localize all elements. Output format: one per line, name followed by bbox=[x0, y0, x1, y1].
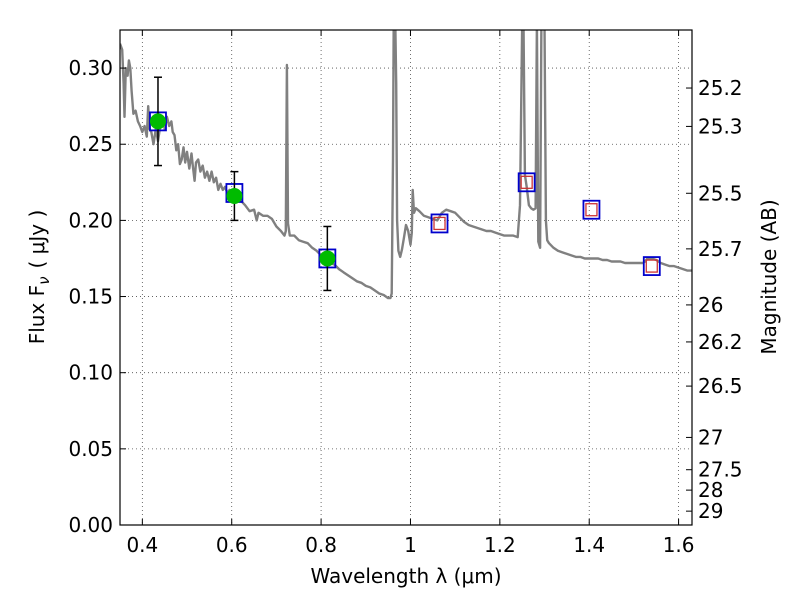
upper-limit-marker bbox=[585, 203, 598, 217]
upper-limit-marker bbox=[433, 216, 446, 231]
right-tick-label: 26.5 bbox=[698, 374, 743, 398]
right-tick-label: 28 bbox=[698, 478, 723, 502]
y-tick-label: 0.30 bbox=[68, 56, 113, 80]
upper-limit-marker bbox=[520, 175, 533, 189]
y-axis-label: Flux Fν ( μJy ) bbox=[25, 210, 53, 345]
right-tick-label: 29 bbox=[698, 499, 723, 523]
y-tick-label: 0.05 bbox=[68, 437, 113, 461]
y-tick-label: 0.25 bbox=[68, 132, 113, 156]
svg-text:Flux Fν( μJy ): Flux Fν ( μJy ) bbox=[25, 210, 53, 345]
right-tick-label: 25.2 bbox=[698, 76, 743, 100]
y-axis-label-subscript: ν bbox=[35, 276, 53, 284]
y-tick-label: 0.20 bbox=[68, 208, 113, 232]
model-flux-square bbox=[517, 172, 536, 193]
right-tick-label: 27 bbox=[698, 425, 723, 449]
model-flux-square bbox=[642, 256, 661, 276]
y-tick-label: 0.15 bbox=[68, 285, 113, 309]
upper-limit-marker bbox=[645, 259, 658, 273]
x-axis-label: Wavelength λ (μm) bbox=[310, 564, 501, 588]
x-tick-label: 0.8 bbox=[305, 533, 337, 557]
x-tick-label: 1.6 bbox=[663, 533, 695, 557]
x-tick-label: 1 bbox=[404, 533, 417, 557]
right-tick-label: 26 bbox=[698, 293, 723, 317]
axes: 0.4 0.6 0.8 1 1.2 1.4 1.6 0.00 0.05 0.10 0.15 0.20 0… bbox=[68, 30, 743, 557]
model-flux-square bbox=[430, 213, 449, 234]
plot-frame bbox=[119, 29, 693, 526]
model-spectrum-line bbox=[120, 30, 692, 300]
right-tick-label: 25.7 bbox=[698, 237, 743, 261]
x-tick-label: 1.4 bbox=[573, 533, 605, 557]
y-axis-label-unit: ( μJy ) bbox=[25, 210, 49, 269]
x-tick-label: 0.6 bbox=[216, 533, 248, 557]
plot-area bbox=[120, 30, 692, 300]
detection-point bbox=[319, 250, 336, 267]
x-tick-label: 0.4 bbox=[126, 533, 158, 557]
right-tick-label: 25.3 bbox=[698, 114, 743, 138]
right-tick-label: 26.2 bbox=[698, 330, 743, 354]
right-tick-label: 27.5 bbox=[698, 458, 743, 482]
y-axis-label-main: Flux F bbox=[25, 285, 49, 344]
right-tick-label: 25.5 bbox=[698, 181, 743, 205]
right-axis-label: Magnitude (AB) bbox=[757, 199, 781, 354]
detection-point bbox=[226, 188, 243, 205]
y-tick-label: 0.00 bbox=[68, 513, 113, 537]
model-flux-square bbox=[582, 199, 601, 220]
detection-point bbox=[149, 113, 166, 130]
y-tick-label: 0.10 bbox=[68, 361, 113, 385]
x-tick-label: 1.2 bbox=[484, 533, 516, 557]
